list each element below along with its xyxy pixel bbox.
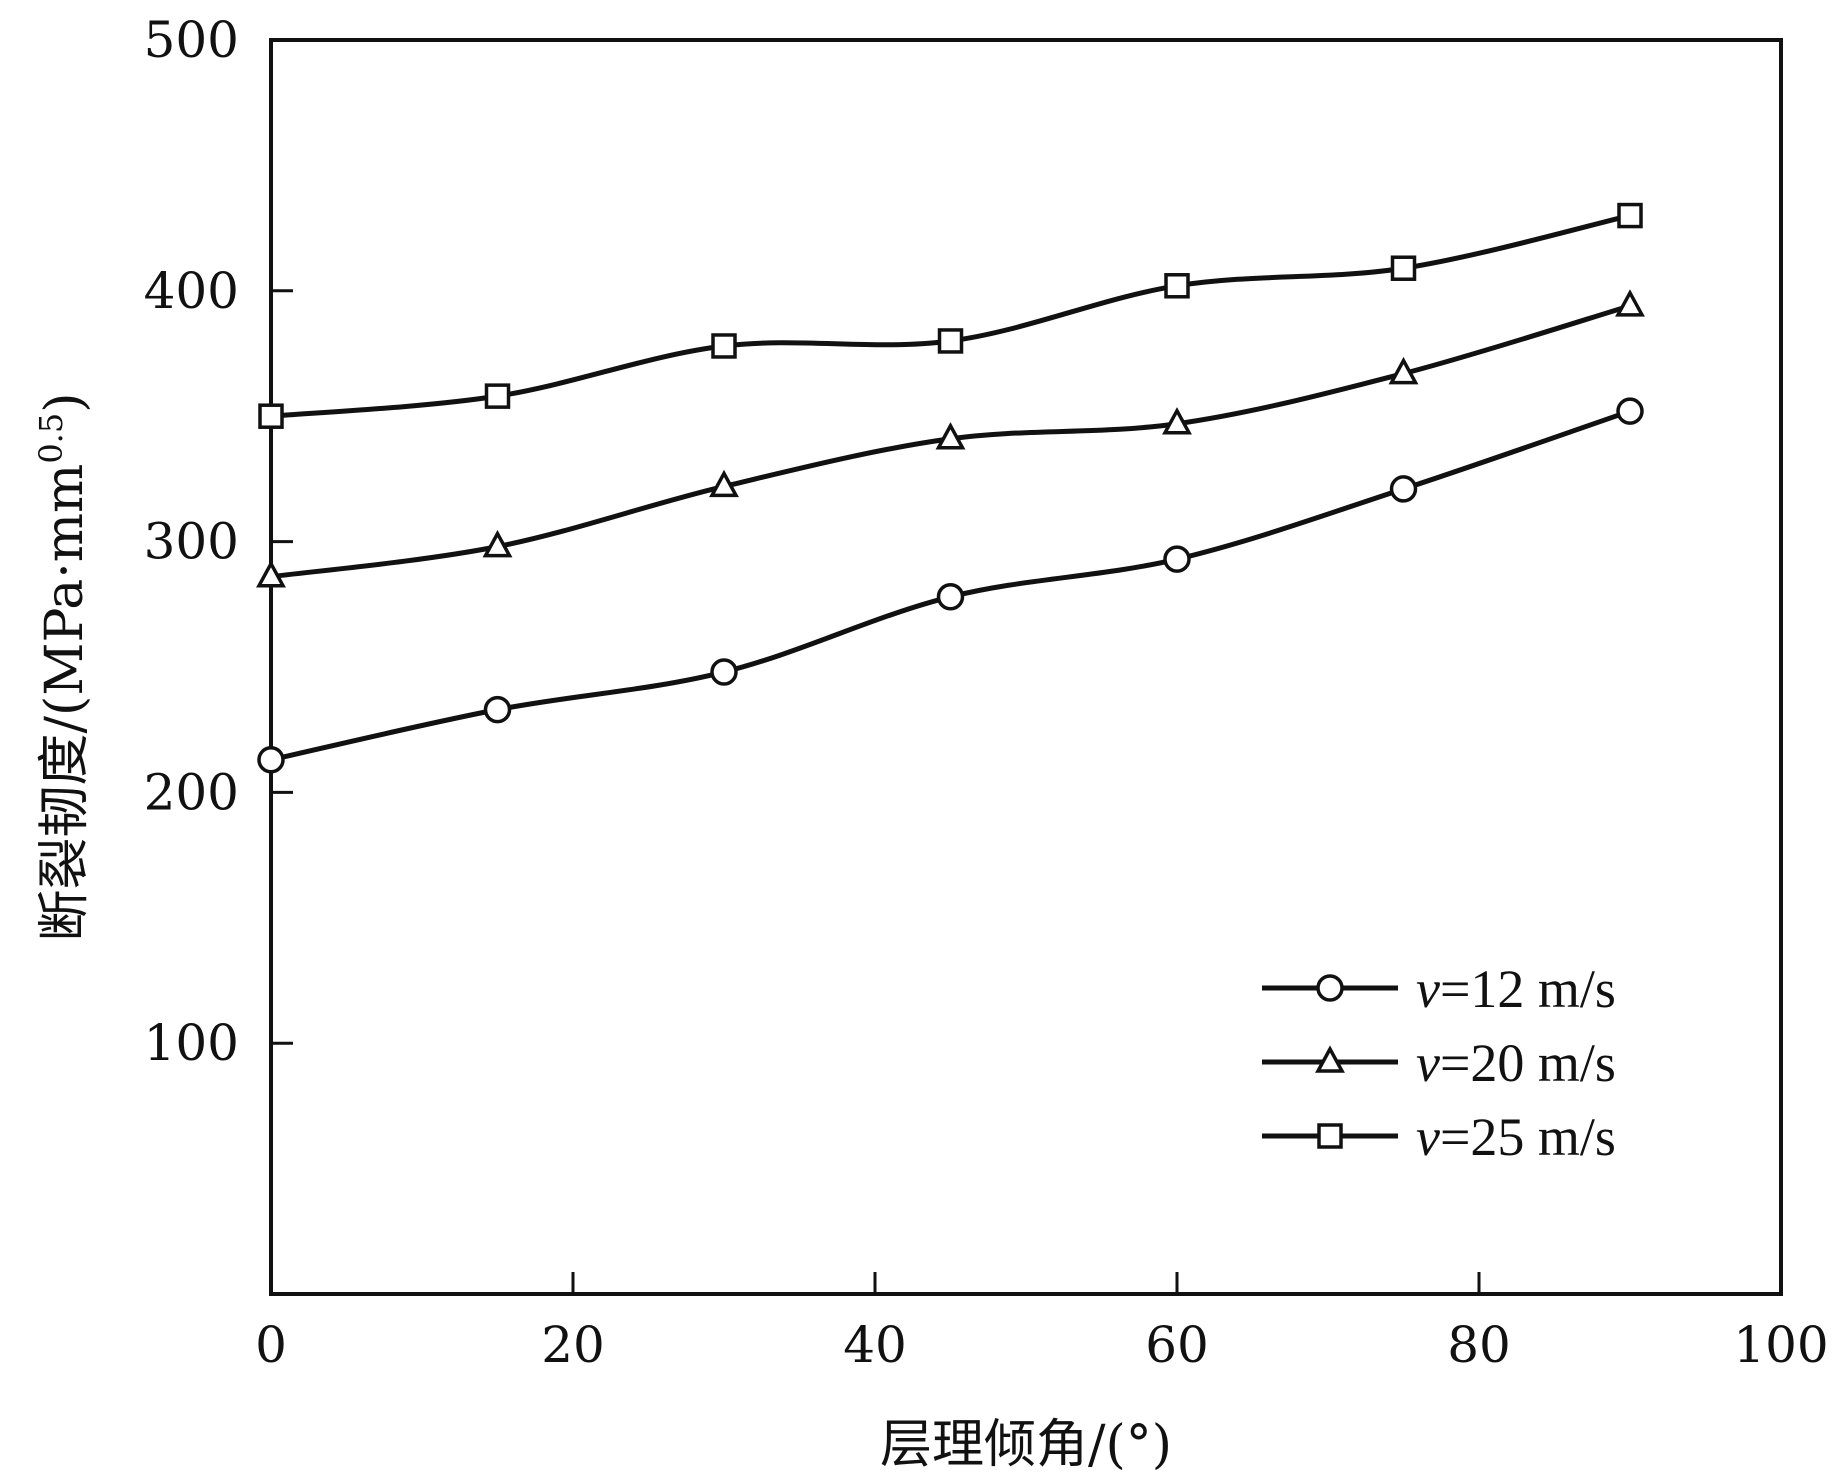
legend: v=12 m/sv=20 m/sv=25 m/s — [1262, 959, 1616, 1167]
data-point-triangle — [256, 560, 286, 588]
data-point-triangle — [1388, 356, 1419, 385]
data-point-circle — [1389, 475, 1418, 503]
x-tick-label: 20 — [541, 1316, 605, 1374]
y-axis-title: 断裂韧度/(MPa·mm0.5) — [32, 392, 95, 941]
series-square — [258, 202, 1643, 429]
data-point-square — [1390, 255, 1417, 281]
data-point-circle — [483, 695, 512, 724]
y-tick-label: 400 — [144, 262, 239, 320]
data-point-square — [1164, 273, 1190, 299]
series-line — [270, 213, 1631, 419]
legend-label-var: v — [1416, 1033, 1440, 1093]
x-tick-label: 100 — [1733, 1316, 1828, 1374]
legend-item: v=12 m/s — [1262, 959, 1616, 1019]
data-point-circle — [257, 746, 285, 774]
data-point-circle — [1616, 397, 1644, 425]
data-point-square — [484, 383, 511, 409]
series-layer — [256, 202, 1645, 774]
data-point-triangle — [1162, 407, 1192, 435]
legend-label: v=12 m/s — [1416, 959, 1616, 1019]
data-point-circle — [1163, 545, 1191, 573]
legend-label-var: v — [1416, 959, 1440, 1019]
y-axis-title-sup: 0.5 — [32, 413, 70, 464]
data-point-circle — [710, 658, 738, 686]
legend-marker-square — [1317, 1123, 1343, 1149]
x-tick-label: 60 — [1145, 1316, 1209, 1374]
legend-label-value: =20 m/s — [1440, 1033, 1616, 1093]
y-tick-label: 100 — [144, 1014, 239, 1072]
legend-item: v=20 m/s — [1262, 1033, 1616, 1093]
data-point-triangle — [709, 469, 739, 498]
y-tick-label: 200 — [144, 763, 239, 821]
legend-marker-circle — [1316, 974, 1344, 1002]
x-tick-label: 0 — [255, 1316, 287, 1374]
x-axis-title: 层理倾角/(°) — [880, 1415, 1172, 1475]
plot-frame — [269, 38, 1783, 1296]
y-tick-label: 500 — [144, 11, 239, 69]
x-tick-label: 40 — [843, 1316, 907, 1374]
data-point-triangle — [482, 529, 513, 558]
y-tick-label: 300 — [144, 513, 239, 571]
legend-label-var: v — [1416, 1107, 1440, 1167]
legend-label-value: =12 m/s — [1440, 959, 1616, 1019]
data-point-square — [937, 328, 964, 354]
data-point-square — [711, 333, 737, 359]
legend-label: v=20 m/s — [1416, 1033, 1616, 1093]
data-point-circle — [936, 583, 965, 611]
y-axis-title-close: ) — [35, 392, 95, 412]
series-triangle — [256, 289, 1645, 588]
legend-item: v=25 m/s — [1262, 1107, 1616, 1167]
data-point-square — [1617, 202, 1643, 229]
axis-ticks: 0 20 40 60 80 100 100 200 300 400 500 — [144, 11, 1829, 1374]
legend-label: v=25 m/s — [1416, 1107, 1616, 1167]
data-point-triangle — [1615, 289, 1645, 317]
data-point-square — [258, 403, 284, 429]
series-circle — [257, 397, 1644, 774]
y-axis-title-main: 断裂韧度/(MPa·mm — [35, 464, 95, 942]
x-tick-label: 80 — [1447, 1316, 1511, 1374]
data-point-triangle — [935, 422, 966, 450]
legend-marker-triangle — [1315, 1045, 1345, 1073]
legend-label-value: =25 m/s — [1440, 1107, 1616, 1167]
